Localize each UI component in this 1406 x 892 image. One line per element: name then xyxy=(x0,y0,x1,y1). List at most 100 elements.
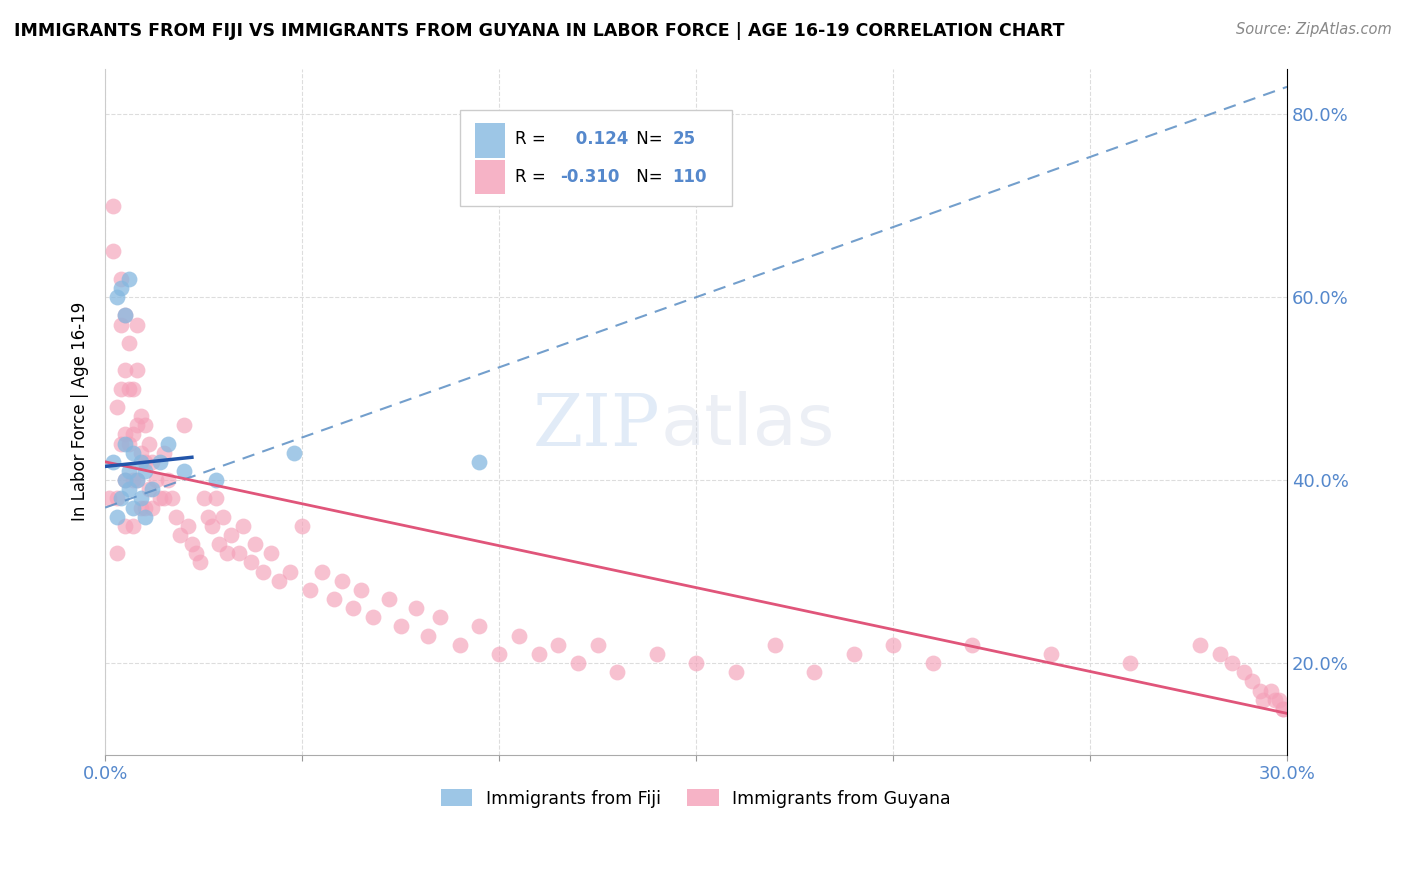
Point xyxy=(184,546,207,560)
Point xyxy=(547,638,569,652)
Text: 0.124: 0.124 xyxy=(569,130,628,148)
Text: IMMIGRANTS FROM FIJI VS IMMIGRANTS FROM GUYANA IN LABOR FORCE | AGE 16-19 CORREL: IMMIGRANTS FROM FIJI VS IMMIGRANTS FROM … xyxy=(14,22,1064,40)
Point xyxy=(197,509,219,524)
Point xyxy=(121,446,143,460)
Point xyxy=(1264,692,1286,706)
Point xyxy=(160,491,183,506)
Point xyxy=(291,519,314,533)
Text: 110: 110 xyxy=(672,168,707,186)
Bar xyxy=(475,123,505,158)
Point xyxy=(134,509,156,524)
Point xyxy=(121,427,143,442)
Point xyxy=(129,500,152,515)
Point xyxy=(125,473,148,487)
Point xyxy=(157,436,180,450)
Point xyxy=(105,400,128,414)
Point xyxy=(204,473,226,487)
Point xyxy=(105,290,128,304)
Point xyxy=(101,199,124,213)
Point xyxy=(193,491,215,506)
Text: R =: R = xyxy=(516,130,551,148)
Point xyxy=(129,446,152,460)
Point xyxy=(405,601,427,615)
Point xyxy=(378,592,401,607)
Point xyxy=(110,281,132,295)
Point xyxy=(803,665,825,680)
Point xyxy=(141,500,163,515)
Point xyxy=(165,509,187,524)
Point xyxy=(101,455,124,469)
Point xyxy=(125,473,148,487)
Point xyxy=(145,473,167,487)
Point xyxy=(129,455,152,469)
Point xyxy=(118,464,141,478)
Point xyxy=(389,619,412,633)
Point xyxy=(129,491,152,506)
Point xyxy=(322,592,344,607)
Point xyxy=(169,528,191,542)
Point xyxy=(330,574,353,588)
Point xyxy=(1249,683,1271,698)
Text: -0.310: -0.310 xyxy=(560,168,620,186)
Point xyxy=(141,483,163,497)
Point xyxy=(763,638,786,652)
Point xyxy=(98,491,121,506)
Point xyxy=(114,309,136,323)
Point xyxy=(129,409,152,423)
Point xyxy=(488,647,510,661)
Legend: Immigrants from Fiji, Immigrants from Guyana: Immigrants from Fiji, Immigrants from Gu… xyxy=(434,782,957,814)
Point xyxy=(418,629,440,643)
Point xyxy=(149,455,172,469)
Point xyxy=(1209,647,1232,661)
Point xyxy=(567,656,589,670)
Point xyxy=(1272,702,1295,716)
FancyBboxPatch shape xyxy=(460,110,731,206)
Point xyxy=(118,272,141,286)
Point xyxy=(260,546,283,560)
Point xyxy=(134,455,156,469)
Text: atlas: atlas xyxy=(661,391,835,459)
Point xyxy=(118,335,141,350)
Point xyxy=(240,556,263,570)
Point xyxy=(280,565,302,579)
Point xyxy=(110,318,132,332)
Point xyxy=(114,436,136,450)
Point xyxy=(114,309,136,323)
Point xyxy=(243,537,266,551)
Point xyxy=(125,418,148,433)
Point xyxy=(114,473,136,487)
Y-axis label: In Labor Force | Age 16-19: In Labor Force | Age 16-19 xyxy=(72,301,89,521)
Point xyxy=(219,528,242,542)
Point xyxy=(449,638,471,652)
Text: N=: N= xyxy=(631,168,668,186)
Point xyxy=(180,537,202,551)
Point xyxy=(882,638,904,652)
Point xyxy=(149,491,172,506)
Point xyxy=(921,656,943,670)
Point xyxy=(468,619,491,633)
Point xyxy=(1268,692,1291,706)
Point xyxy=(121,473,143,487)
Point xyxy=(960,638,983,652)
Point xyxy=(508,629,530,643)
Bar xyxy=(475,160,505,194)
Point xyxy=(138,436,160,450)
Point xyxy=(1272,702,1295,716)
Point xyxy=(138,483,160,497)
Point xyxy=(361,610,384,624)
Point xyxy=(121,519,143,533)
Point xyxy=(350,582,373,597)
Point xyxy=(125,318,148,332)
Point xyxy=(110,382,132,396)
Point xyxy=(110,491,132,506)
Point xyxy=(468,455,491,469)
Text: 25: 25 xyxy=(672,130,696,148)
Point xyxy=(134,464,156,478)
Text: N=: N= xyxy=(631,130,668,148)
Point xyxy=(157,473,180,487)
Point xyxy=(188,556,211,570)
Point xyxy=(606,665,628,680)
Point xyxy=(125,363,148,377)
Point xyxy=(527,647,550,661)
Point xyxy=(1220,656,1243,670)
